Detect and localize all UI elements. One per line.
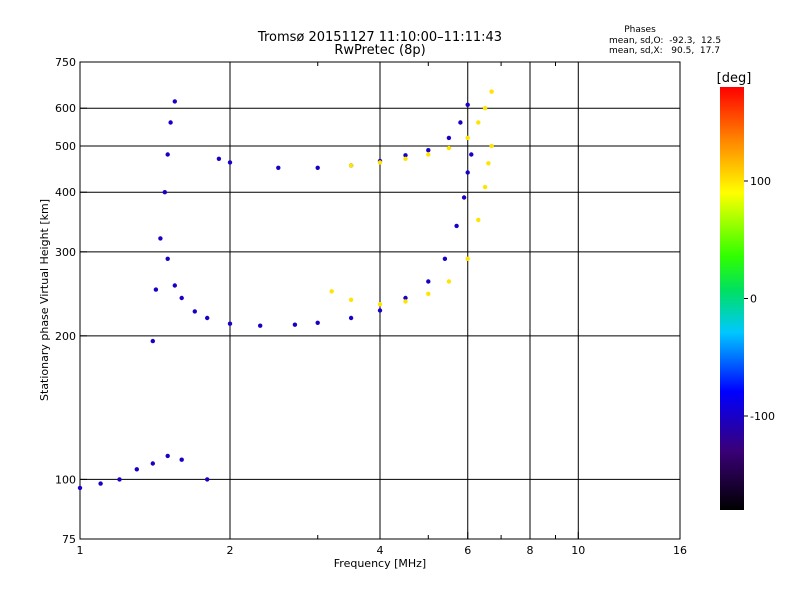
data-point xyxy=(172,99,177,104)
phase-stats-o: mean, sd,O: -92.3, 12.5 xyxy=(609,36,721,46)
data-point xyxy=(77,485,83,491)
x-tick-label: 6 xyxy=(464,544,471,557)
data-point xyxy=(489,143,494,149)
x-tick-label: 8 xyxy=(527,544,534,557)
y-tick-label: 600 xyxy=(55,102,76,115)
data-point xyxy=(162,190,167,195)
x-tick-label: 1 xyxy=(77,544,84,557)
colorbar-label: [deg] xyxy=(717,71,752,86)
x-axis: 1 2 4 6 8 10 16 xyxy=(77,62,687,557)
data-point xyxy=(205,315,210,321)
data-point xyxy=(117,477,122,482)
data-point xyxy=(165,453,170,459)
data-point xyxy=(192,309,197,314)
colorbar-gradient xyxy=(720,87,744,510)
grid-lines xyxy=(80,62,680,539)
data-point xyxy=(426,279,431,284)
x-tick-label: 10 xyxy=(571,544,585,557)
data-point xyxy=(403,299,408,304)
data-point xyxy=(465,102,470,108)
data-point xyxy=(172,283,177,288)
phase-stats-x: mean, sd,X: 90.5, 17.7 xyxy=(609,46,720,56)
data-point xyxy=(150,338,155,344)
colorbar: [deg] 100 0 -100 xyxy=(717,71,775,510)
data-point xyxy=(469,152,474,157)
x-tick-label: 16 xyxy=(673,544,687,557)
data-point xyxy=(442,256,448,261)
phase-stats: Phases mean, sd,O: -92.3, 12.5 mean, sd,… xyxy=(609,25,721,56)
data-point xyxy=(446,279,452,284)
data-point xyxy=(98,481,103,486)
x-tick-label: 4 xyxy=(377,544,384,557)
data-point xyxy=(426,152,431,157)
data-point xyxy=(205,477,210,482)
data-point xyxy=(426,291,431,296)
data-point xyxy=(446,145,452,151)
phase-stats-heading: Phases xyxy=(624,25,656,35)
data-point xyxy=(153,287,159,292)
data-point xyxy=(482,106,488,111)
y-tick-label: 300 xyxy=(55,246,76,259)
data-point xyxy=(486,161,491,166)
y-axis-label: Stationary phase Virtual Height [km] xyxy=(38,199,51,401)
data-point xyxy=(377,308,383,313)
x-axis-label: Frequency [MHz] xyxy=(334,557,426,570)
y-tick-label: 500 xyxy=(55,140,76,153)
data-point xyxy=(458,120,463,125)
y-tick-label: 100 xyxy=(55,473,76,486)
data-point xyxy=(227,321,233,326)
colorbar-tick-label: 0 xyxy=(750,293,757,306)
data-points xyxy=(77,89,494,491)
chart-title: Tromsø 20151127 11:10:00–11:11:43 xyxy=(257,30,502,45)
data-point xyxy=(403,153,408,158)
data-point xyxy=(348,297,354,302)
data-point xyxy=(377,160,383,165)
colorbar-tick-label: -100 xyxy=(750,410,775,423)
data-point xyxy=(403,156,408,161)
data-point xyxy=(216,156,222,161)
data-point xyxy=(348,163,354,168)
data-point xyxy=(377,302,383,307)
data-point xyxy=(179,295,184,301)
data-point xyxy=(329,289,334,294)
y-tick-label: 75 xyxy=(62,533,76,546)
data-point xyxy=(403,295,408,301)
data-point xyxy=(165,256,170,261)
data-point xyxy=(489,89,494,94)
data-point xyxy=(179,457,184,462)
data-point xyxy=(227,160,233,165)
data-point xyxy=(454,223,459,229)
data-point xyxy=(426,148,431,153)
data-point xyxy=(276,165,281,170)
data-point xyxy=(348,315,354,321)
x-tick-label: 2 xyxy=(227,544,234,557)
data-point xyxy=(258,323,263,328)
y-axis: 75 100 200 300 400 500 600 750 xyxy=(55,56,87,546)
data-point xyxy=(134,467,139,472)
data-point xyxy=(476,217,481,223)
chart-subtitle: RwPretec (8p) xyxy=(334,43,425,58)
data-point xyxy=(446,135,452,141)
data-point xyxy=(150,461,155,466)
data-point xyxy=(465,170,470,175)
data-point xyxy=(292,322,298,327)
data-point xyxy=(315,320,320,325)
colorbar-tick-label: 100 xyxy=(750,175,771,188)
data-point xyxy=(482,184,488,190)
y-tick-label: 200 xyxy=(55,330,76,343)
data-point xyxy=(465,135,470,141)
y-tick-label: 400 xyxy=(55,186,76,199)
data-point xyxy=(465,256,470,261)
data-point xyxy=(158,236,163,241)
data-point xyxy=(168,120,173,125)
y-tick-label: 750 xyxy=(55,56,76,69)
data-point xyxy=(461,195,467,200)
data-point xyxy=(165,152,170,157)
data-point xyxy=(476,120,481,125)
data-point xyxy=(315,165,320,170)
